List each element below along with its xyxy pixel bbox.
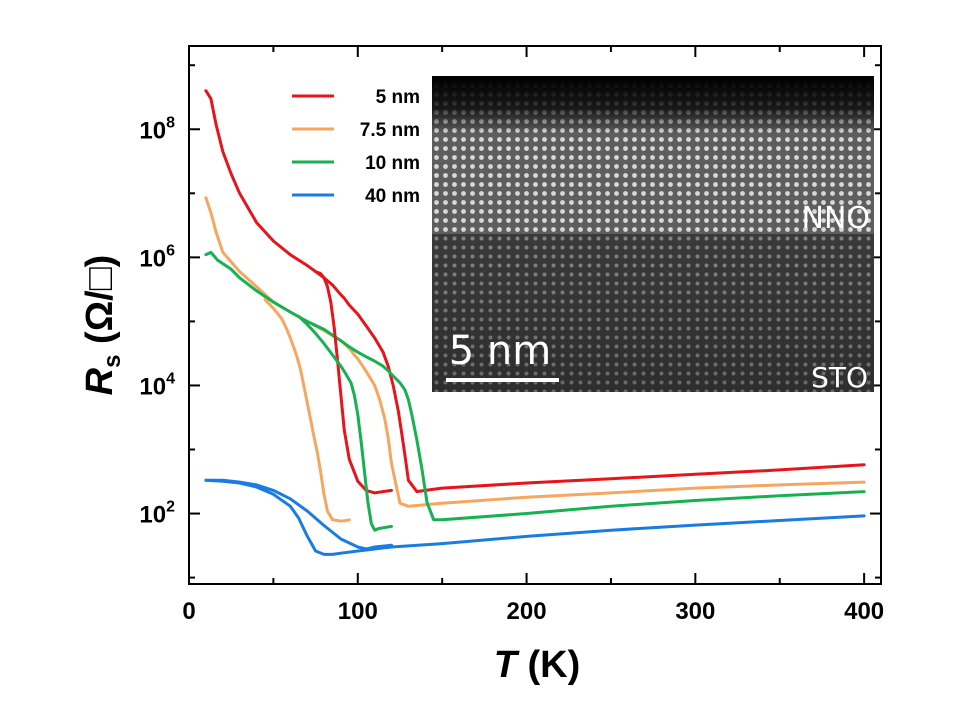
x-tick-label: 0: [182, 598, 195, 625]
plot-frame: [188, 45, 882, 585]
y-axis-unit: (Ω/□): [79, 255, 121, 355]
x-axis-ticks: 0 100 200 300 400: [182, 46, 884, 625]
inset-nno-label: NNO: [802, 201, 871, 236]
scale-bar-label: 5 nm: [449, 328, 551, 374]
x-axis-symbol: T: [494, 644, 520, 686]
x-tick-label: 200: [507, 598, 547, 625]
y-axis-subscript: s: [99, 355, 126, 368]
series-line: [204, 478, 866, 556]
legend: 5 nm 7.5 nm 10 nm 40 nm: [292, 87, 420, 207]
series-line: [297, 314, 393, 532]
series-layer: [204, 89, 866, 556]
stem-inset-image: NNO STO 5 nm: [432, 76, 874, 394]
inset-bottom-shade: [432, 234, 874, 392]
y-tick-label: 106: [139, 242, 175, 272]
inset-sto-label: STO: [811, 361, 868, 394]
x-axis-title: T (K): [494, 644, 581, 686]
series-line: [204, 89, 866, 494]
series-line: [204, 196, 866, 508]
series-line: [314, 270, 393, 495]
y-axis-ticks: 102 104 106 108: [139, 64, 881, 579]
y-axis-title: Rs (Ω/□): [79, 255, 126, 396]
y-tick-label: 104: [139, 370, 175, 400]
x-tick-label: 400: [844, 598, 884, 625]
series-line: [204, 478, 393, 551]
y-tick-label: 108: [139, 114, 175, 144]
legend-label: 40 nm: [365, 186, 420, 207]
x-tick-label: 300: [675, 598, 715, 625]
x-axis-unit: (K): [517, 644, 580, 686]
legend-label: 7.5 nm: [360, 120, 420, 141]
inset-surface-shade: [432, 76, 874, 134]
series-line: [204, 250, 866, 522]
x-tick-label: 100: [338, 598, 378, 625]
legend-label: 5 nm: [376, 87, 420, 108]
y-axis-symbol: R: [79, 367, 121, 395]
series-line: [263, 298, 351, 523]
legend-label: 10 nm: [365, 153, 420, 174]
y-tick-label: 102: [139, 499, 175, 529]
